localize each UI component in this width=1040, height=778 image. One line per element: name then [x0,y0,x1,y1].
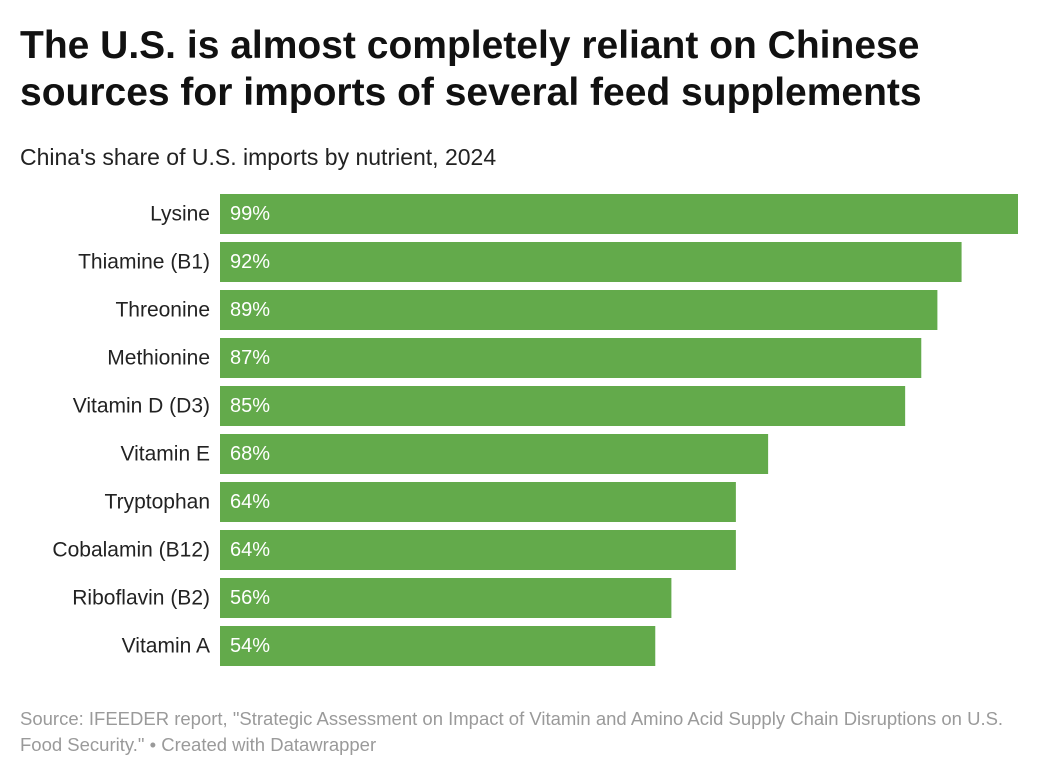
category-label: Tryptophan [105,491,210,514]
category-label: Thiamine (B1) [78,251,210,274]
value-label: 54% [230,635,270,657]
bar [220,530,736,570]
bar [220,578,672,618]
bar [220,386,906,426]
value-label: 68% [230,443,270,465]
bar [220,434,769,474]
bar-chart: Lysine 99% Thiamine (B1) 92% Threonine 89% Met… [52,194,1018,666]
bar [220,242,962,282]
category-label: Vitamin E [121,443,211,466]
category-label: Threonine [115,299,210,322]
bar [220,290,938,330]
value-label: 87% [230,347,270,369]
value-label: 92% [230,251,270,273]
source-note: Source: IFEEDER report, "Strategic Asses… [20,708,1004,755]
category-label: Vitamin D (D3) [73,395,210,418]
category-label: Cobalamin (B12) [52,539,210,562]
value-label: 64% [230,539,270,561]
category-label: Vitamin A [122,635,210,658]
bar [220,482,736,522]
chart-subtitle: China's share of U.S. imports by nutrien… [20,144,497,170]
value-label: 89% [230,299,270,321]
bar [220,626,656,666]
chart-title: The U.S. is almost completely reliant on… [20,24,922,114]
value-label: 56% [230,587,270,609]
value-label: 85% [230,395,270,417]
bar [220,194,1018,234]
category-label: Riboflavin (B2) [72,587,210,610]
category-label: Methionine [107,347,210,370]
category-label: Lysine [150,203,210,226]
value-label: 64% [230,491,270,513]
bar [220,338,922,378]
value-label: 99% [230,203,270,225]
